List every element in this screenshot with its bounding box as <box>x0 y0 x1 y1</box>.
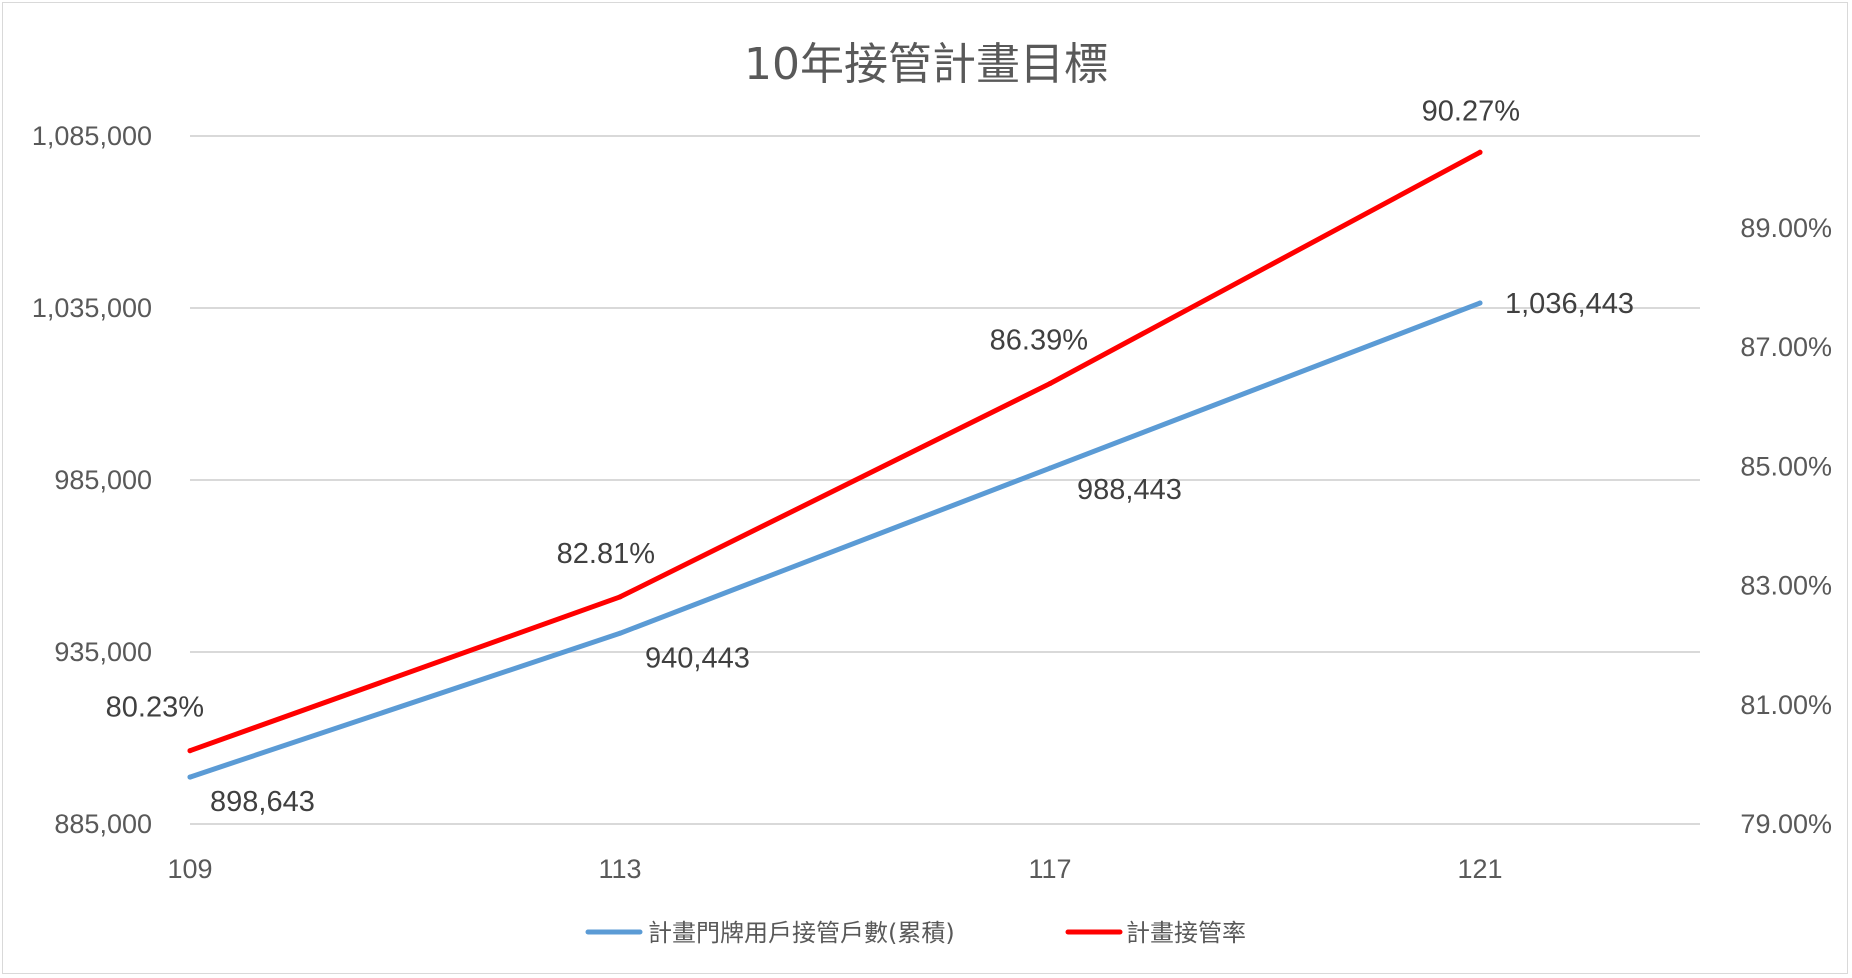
series-line <box>187 149 1483 754</box>
x-tick-label: 117 <box>1028 854 1071 884</box>
data-label: 988,443 <box>1077 474 1182 506</box>
right-tick-label: 87.00% <box>1740 332 1832 362</box>
series-lines <box>187 149 1483 780</box>
data-point <box>1047 465 1053 471</box>
data-label: 1,036,443 <box>1505 288 1634 320</box>
data-point <box>1477 149 1483 155</box>
left-tick-label: 1,035,000 <box>32 293 152 323</box>
x-axis: 109 113 117 121 <box>167 854 1502 884</box>
left-tick-label: 1,085,000 <box>32 121 152 151</box>
data-point <box>1477 300 1483 306</box>
data-label: 898,643 <box>210 786 315 818</box>
data-label: 80.23% <box>106 692 204 724</box>
right-tick-label: 89.00% <box>1740 213 1832 243</box>
data-point <box>617 630 623 636</box>
data-point <box>1047 381 1053 387</box>
legend-label: 計畫接管率 <box>1126 919 1246 947</box>
data-label: 90.27% <box>1422 95 1520 127</box>
data-point <box>187 774 193 780</box>
left-tick-label: 985,000 <box>54 465 152 495</box>
data-label: 86.39% <box>990 325 1088 357</box>
gridlines <box>190 135 1700 825</box>
left-tick-label: 885,000 <box>54 809 152 839</box>
legend: 計畫門牌用戶接管戶數(累積) 計畫接管率 <box>585 919 1246 947</box>
data-labels: 898,643 940,443 988,443 1,036,443 80.23% 82.8… <box>106 95 1634 818</box>
x-tick-label: 113 <box>598 854 641 884</box>
chart-title: 10年接管計畫目標 <box>744 39 1108 90</box>
data-label: 82.81% <box>557 538 655 570</box>
right-tick-label: 81.00% <box>1740 690 1832 720</box>
data-label: 940,443 <box>645 642 750 674</box>
x-tick-label: 121 <box>1457 854 1502 884</box>
left-tick-label: 935,000 <box>54 637 152 667</box>
left-y-axis: 885,000 935,000 985,000 1,035,000 1,085,000 <box>32 121 152 839</box>
data-point <box>617 594 623 600</box>
legend-label: 計畫門牌用戶接管戶數(累積) <box>648 919 955 947</box>
right-tick-label: 83.00% <box>1740 571 1832 601</box>
right-tick-label: 85.00% <box>1740 451 1832 481</box>
x-tick-label: 109 <box>167 854 212 884</box>
series-line <box>187 300 1483 780</box>
right-tick-label: 79.00% <box>1740 809 1832 839</box>
right-y-axis: 79.00% 81.00% 83.00% 85.00% 87.00% 89.00% <box>1740 213 1832 839</box>
data-point <box>187 748 193 754</box>
